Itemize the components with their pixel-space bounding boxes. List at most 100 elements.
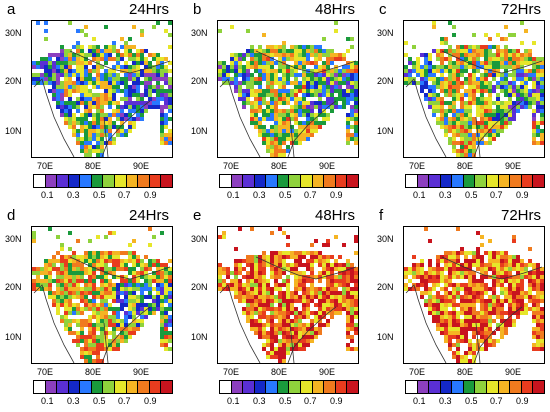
field-cell bbox=[310, 129, 314, 133]
field-cell bbox=[160, 291, 164, 295]
field-cell bbox=[104, 101, 108, 105]
field-cell bbox=[120, 53, 124, 57]
field-cell bbox=[282, 343, 286, 347]
field-cell bbox=[342, 271, 346, 275]
field-cell bbox=[274, 351, 278, 355]
field-cell bbox=[464, 93, 468, 97]
field-cell bbox=[492, 251, 496, 255]
field-cell bbox=[104, 93, 108, 97]
field-cell bbox=[64, 113, 68, 117]
field-cell bbox=[468, 287, 472, 291]
field-cell bbox=[266, 89, 270, 93]
field-cell bbox=[100, 101, 104, 105]
field-cell bbox=[334, 89, 338, 93]
lon-tick-label: 90E bbox=[505, 367, 522, 377]
field-cell bbox=[282, 359, 286, 363]
field-cell bbox=[460, 141, 464, 145]
field-cell bbox=[100, 323, 104, 327]
colorbar-tick-label: 0.3 bbox=[253, 190, 266, 200]
field-cell bbox=[168, 331, 172, 335]
field-cell bbox=[242, 275, 246, 279]
field-cell bbox=[254, 319, 258, 323]
field-cell bbox=[460, 69, 464, 73]
field-cell bbox=[468, 81, 472, 85]
field-cell bbox=[72, 295, 76, 299]
field-cell bbox=[88, 93, 92, 97]
field-cell bbox=[144, 295, 148, 299]
field-cell bbox=[270, 149, 274, 153]
field-cell bbox=[120, 335, 124, 339]
field-cell bbox=[536, 101, 540, 105]
field-cell bbox=[262, 255, 266, 259]
field-cell bbox=[536, 307, 540, 311]
field-cell bbox=[338, 275, 342, 279]
field-cell bbox=[540, 81, 544, 85]
field-cell bbox=[532, 57, 536, 61]
field-cell bbox=[168, 279, 172, 283]
field-cell bbox=[152, 235, 156, 239]
field-cell bbox=[310, 125, 314, 129]
field-cell bbox=[508, 89, 512, 93]
field-cell bbox=[496, 109, 500, 113]
field-cell bbox=[432, 65, 436, 69]
field-cell bbox=[254, 81, 258, 85]
field-cell bbox=[436, 267, 440, 271]
field-cell bbox=[72, 283, 76, 287]
field-cell bbox=[112, 109, 116, 113]
field-cell bbox=[436, 101, 440, 105]
field-cell bbox=[452, 295, 456, 299]
field-cell bbox=[346, 343, 350, 347]
field-cell bbox=[226, 65, 230, 69]
field-cell bbox=[52, 53, 56, 57]
field-cell bbox=[480, 81, 484, 85]
field-cell bbox=[448, 129, 452, 133]
field-cell bbox=[354, 235, 358, 239]
field-cell bbox=[468, 359, 472, 363]
field-cell bbox=[270, 327, 274, 331]
field-cell bbox=[120, 299, 124, 303]
field-cell bbox=[234, 77, 238, 81]
field-cell bbox=[302, 113, 306, 117]
field-cell bbox=[242, 65, 246, 69]
field-cell bbox=[456, 327, 460, 331]
field-cell bbox=[108, 251, 112, 255]
field-cell bbox=[488, 323, 492, 327]
field-cell bbox=[36, 275, 40, 279]
field-cell bbox=[528, 97, 532, 101]
field-cell bbox=[250, 61, 254, 65]
field-cell bbox=[492, 121, 496, 125]
field-cell bbox=[512, 61, 516, 65]
field-cell bbox=[448, 61, 452, 65]
field-cell bbox=[168, 287, 172, 291]
field-cell bbox=[140, 73, 144, 77]
field-cell bbox=[152, 295, 156, 299]
field-cell bbox=[420, 69, 424, 73]
field-cell bbox=[262, 251, 266, 255]
field-cell bbox=[60, 53, 64, 57]
field-cell bbox=[88, 323, 92, 327]
field-cell bbox=[532, 307, 536, 311]
field-cell bbox=[298, 251, 302, 255]
field-cell bbox=[452, 327, 456, 331]
field-cell bbox=[116, 295, 120, 299]
field-cell bbox=[472, 271, 476, 275]
field-cell bbox=[108, 53, 112, 57]
field-cell bbox=[488, 81, 492, 85]
field-cell bbox=[270, 343, 274, 347]
field-cell bbox=[72, 45, 76, 49]
field-cell bbox=[168, 117, 172, 121]
field-cell bbox=[282, 49, 286, 53]
field-cell bbox=[60, 65, 64, 69]
field-cell bbox=[286, 133, 290, 137]
field-cell bbox=[472, 259, 476, 263]
field-cell bbox=[330, 53, 334, 57]
field-cell bbox=[262, 109, 266, 113]
field-cell bbox=[512, 279, 516, 283]
field-cell bbox=[76, 311, 80, 315]
field-cell bbox=[96, 45, 100, 49]
field-cell bbox=[68, 69, 72, 73]
field-cell bbox=[274, 89, 278, 93]
field-cell bbox=[156, 279, 160, 283]
field-cell bbox=[286, 235, 290, 239]
panel-label: e bbox=[193, 207, 202, 224]
